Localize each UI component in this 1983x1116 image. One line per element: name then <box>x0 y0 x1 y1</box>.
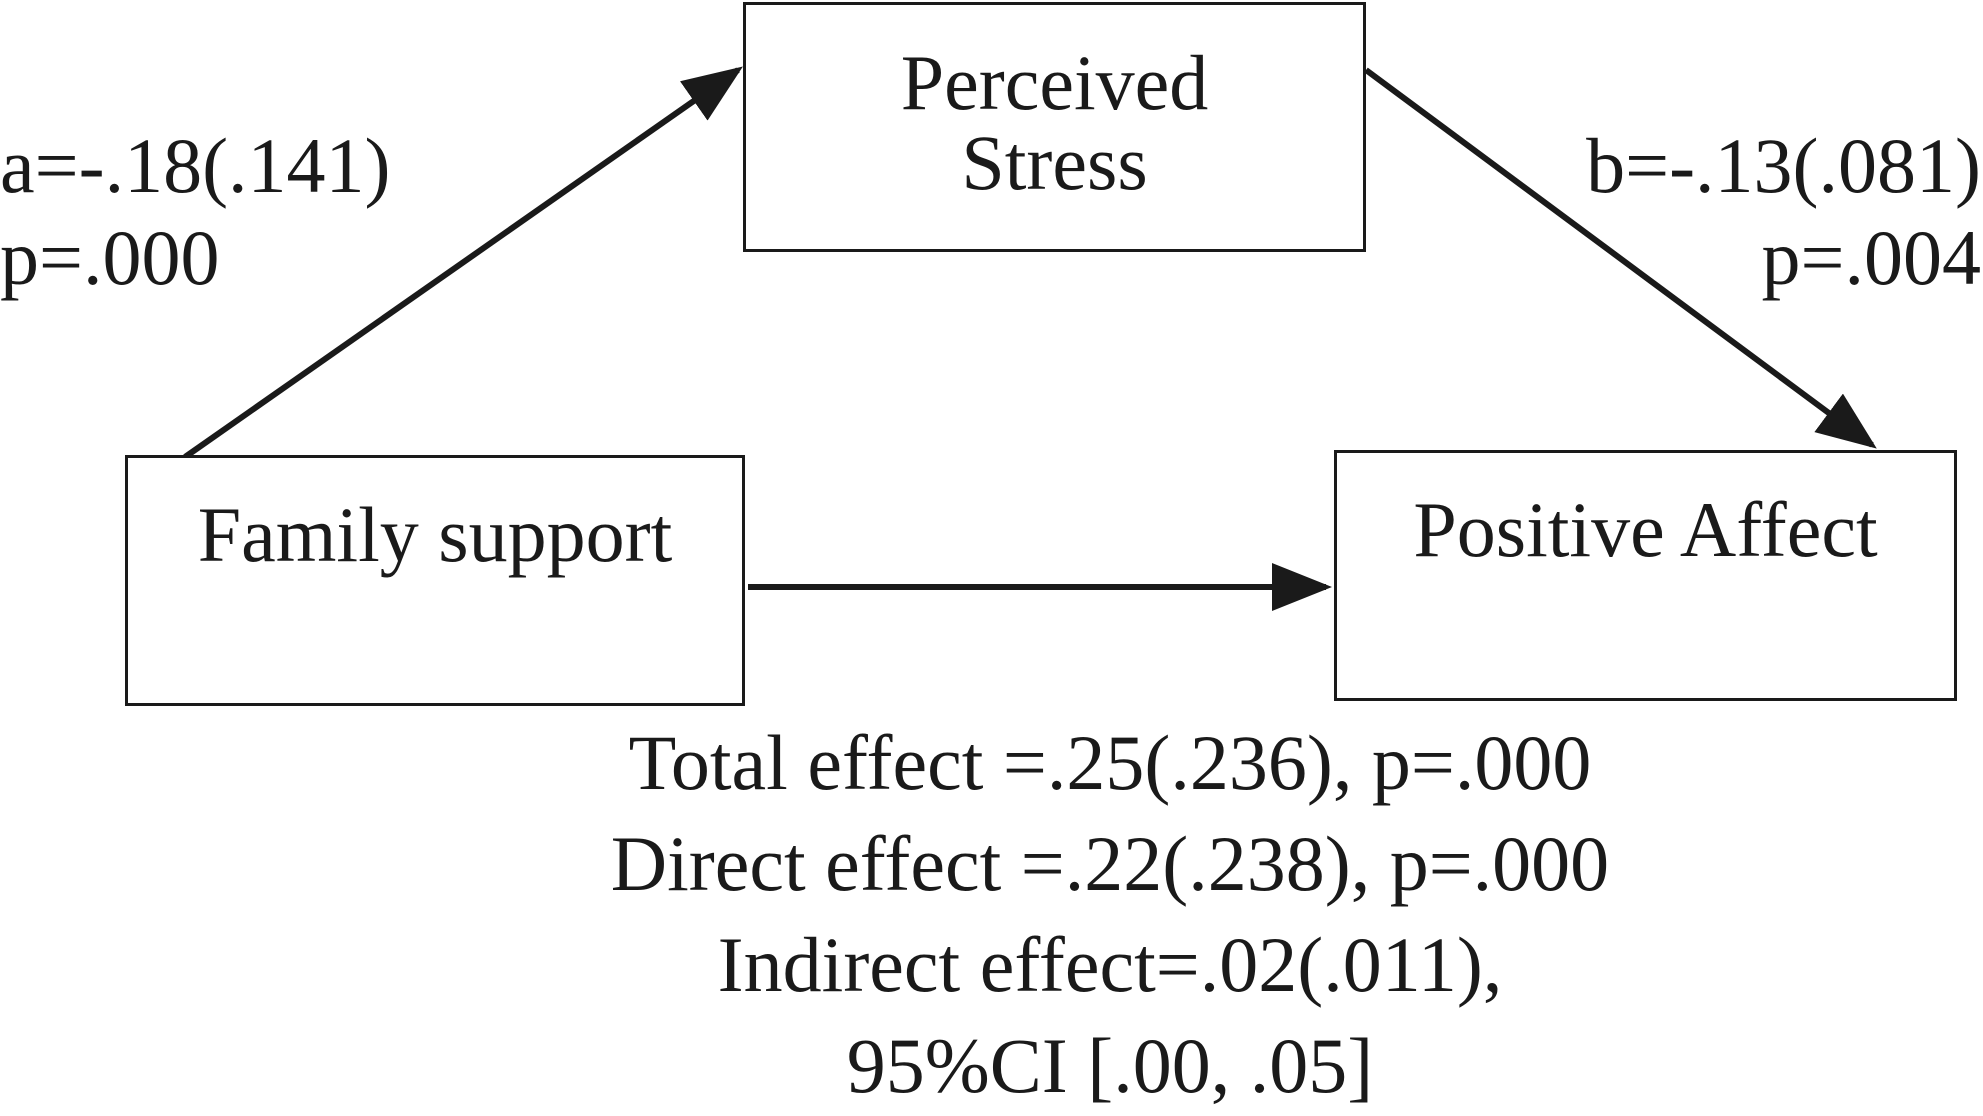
node-perceived-stress-line1: Perceived <box>900 39 1209 126</box>
node-positive-affect: Positive Affect <box>1334 450 1957 701</box>
path-b-label: b=-.13(.081) p=.004 <box>1586 120 1981 304</box>
confidence-interval-text: 95%CI [.00, .05] <box>846 1022 1374 1109</box>
path-b-pvalue: p=.004 <box>1761 214 1982 301</box>
effects-summary: Total effect =.25(.236), p=.000 Direct e… <box>560 712 1660 1116</box>
path-b-coefficient: b=-.13(.081) <box>1586 122 1981 209</box>
node-family-support-label: Family support <box>197 491 673 578</box>
arrow-b-path <box>1364 67 1877 449</box>
node-positive-affect-label: Positive Affect <box>1413 486 1878 573</box>
node-perceived-stress-line2: Stress <box>961 119 1148 206</box>
node-family-support: Family support <box>125 455 745 706</box>
path-a-pvalue: p=.000 <box>0 214 220 301</box>
direct-effect-text: Direct effect =.22(.238), p=.000 <box>610 820 1610 907</box>
path-a-coefficient: a=-.18(.141) <box>0 122 391 209</box>
node-perceived-stress: Perceived Stress <box>743 2 1366 252</box>
indirect-effect-text: Indirect effect=.02(.011), <box>717 921 1503 1008</box>
arrow-a-path <box>183 66 743 460</box>
path-a-label: a=-.18(.141) p=.000 <box>0 120 391 304</box>
total-effect-text: Total effect =.25(.236), p=.000 <box>628 719 1592 806</box>
